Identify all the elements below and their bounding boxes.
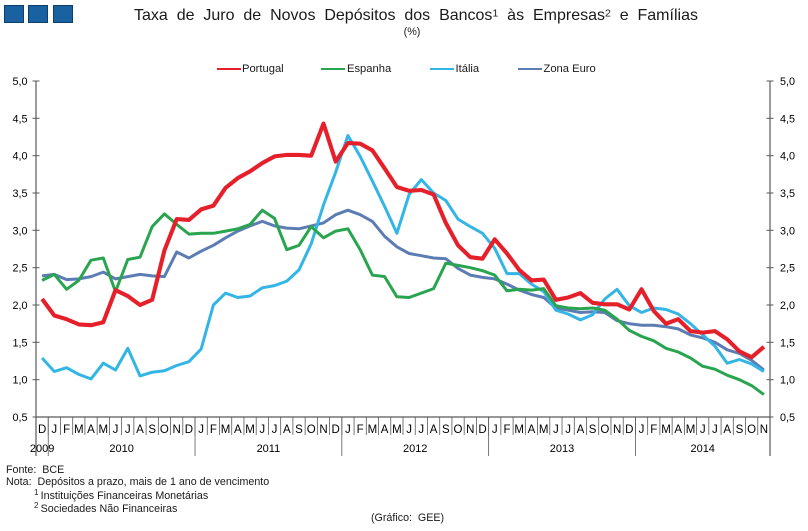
svg-text:N: N <box>319 424 327 436</box>
svg-text:D: D <box>185 424 193 436</box>
svg-text:3,5: 3,5 <box>12 188 27 200</box>
svg-text:A: A <box>87 424 95 436</box>
svg-text:5,0: 5,0 <box>780 76 795 88</box>
svg-text:O: O <box>160 424 169 436</box>
svg-text:5,0: 5,0 <box>12 76 27 88</box>
svg-text:J: J <box>639 424 645 436</box>
svg-text:S: S <box>736 424 744 436</box>
svg-text:0,5: 0,5 <box>780 412 795 424</box>
svg-text:1,5: 1,5 <box>12 337 27 349</box>
svg-text:J: J <box>553 424 559 436</box>
svg-text:M: M <box>539 424 549 436</box>
svg-text:D: D <box>625 424 633 436</box>
svg-text:J: J <box>345 424 351 436</box>
svg-text:D: D <box>332 424 340 436</box>
svg-text:S: S <box>589 424 597 436</box>
svg-text:1,5: 1,5 <box>780 337 795 349</box>
svg-text:F: F <box>357 424 364 436</box>
svg-text:A: A <box>283 424 291 436</box>
svg-text:J: J <box>712 424 718 436</box>
svg-text:3,0: 3,0 <box>780 225 795 237</box>
svg-text:O: O <box>747 424 756 436</box>
svg-text:A: A <box>674 424 682 436</box>
svg-text:J: J <box>565 424 571 436</box>
svg-text:M: M <box>514 424 524 436</box>
svg-text:D: D <box>38 424 46 436</box>
svg-text:A: A <box>234 424 242 436</box>
svg-text:M: M <box>99 424 109 436</box>
svg-text:J: J <box>51 424 57 436</box>
svg-text:F: F <box>503 424 510 436</box>
svg-text:M: M <box>392 424 402 436</box>
svg-text:2013: 2013 <box>550 443 574 455</box>
svg-text:2,5: 2,5 <box>12 263 27 275</box>
svg-text:2014: 2014 <box>690 443 714 455</box>
svg-text:J: J <box>272 424 278 436</box>
svg-text:A: A <box>136 424 144 436</box>
svg-text:N: N <box>613 424 621 436</box>
svg-text:3,0: 3,0 <box>12 225 27 237</box>
svg-text:4,5: 4,5 <box>12 113 27 125</box>
svg-text:M: M <box>368 424 378 436</box>
svg-text:M: M <box>245 424 255 436</box>
svg-text:2,0: 2,0 <box>12 300 27 312</box>
svg-text:F: F <box>63 424 70 436</box>
svg-text:J: J <box>125 424 131 436</box>
svg-text:4,5: 4,5 <box>780 113 795 125</box>
svg-text:2009: 2009 <box>30 443 54 455</box>
svg-text:3,5: 3,5 <box>780 188 795 200</box>
svg-text:A: A <box>528 424 536 436</box>
svg-text:J: J <box>406 424 412 436</box>
svg-text:S: S <box>295 424 303 436</box>
svg-text:N: N <box>173 424 181 436</box>
svg-text:J: J <box>113 424 119 436</box>
svg-text:2,5: 2,5 <box>780 263 795 275</box>
svg-text:2,0: 2,0 <box>780 300 795 312</box>
svg-text:M: M <box>661 424 671 436</box>
svg-text:O: O <box>454 424 463 436</box>
svg-text:F: F <box>210 424 217 436</box>
svg-text:J: J <box>198 424 204 436</box>
svg-text:M: M <box>221 424 231 436</box>
svg-text:J: J <box>492 424 498 436</box>
svg-text:A: A <box>381 424 389 436</box>
svg-text:4,0: 4,0 <box>12 151 27 163</box>
svg-text:O: O <box>600 424 609 436</box>
svg-text:S: S <box>442 424 450 436</box>
svg-text:A: A <box>430 424 438 436</box>
svg-text:M: M <box>74 424 84 436</box>
svg-text:2011: 2011 <box>257 443 281 455</box>
svg-text:S: S <box>148 424 156 436</box>
svg-text:O: O <box>307 424 316 436</box>
svg-text:4,0: 4,0 <box>780 151 795 163</box>
svg-text:2012: 2012 <box>403 443 427 455</box>
svg-text:N: N <box>760 424 768 436</box>
svg-text:F: F <box>650 424 657 436</box>
svg-text:A: A <box>577 424 585 436</box>
svg-text:A: A <box>723 424 731 436</box>
svg-text:0,5: 0,5 <box>12 412 27 424</box>
svg-text:D: D <box>478 424 486 436</box>
svg-text:2010: 2010 <box>109 443 133 455</box>
svg-text:N: N <box>466 424 474 436</box>
svg-text:M: M <box>686 424 696 436</box>
svg-text:J: J <box>418 424 424 436</box>
svg-text:J: J <box>259 424 265 436</box>
svg-text:1,0: 1,0 <box>780 375 795 387</box>
svg-text:1,0: 1,0 <box>12 375 27 387</box>
svg-text:J: J <box>700 424 706 436</box>
